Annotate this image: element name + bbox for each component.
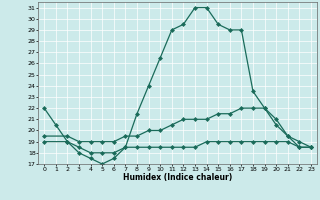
X-axis label: Humidex (Indice chaleur): Humidex (Indice chaleur) [123,173,232,182]
